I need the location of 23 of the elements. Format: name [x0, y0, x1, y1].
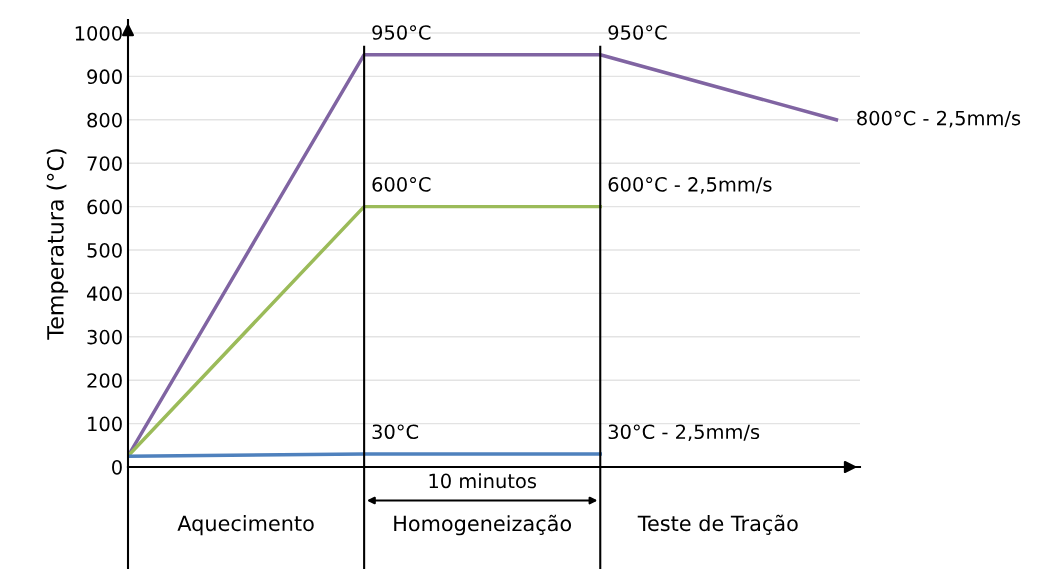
data-label: 950°C — [608, 25, 667, 40]
data-label: 600°C — [372, 177, 431, 192]
y-tick-label: 300 — [87, 329, 122, 345]
data-label: 800°C - 2,5mm/s — [857, 110, 1021, 128]
data-label: 30°C - 2,5mm/s — [608, 424, 760, 442]
y-tick-label: 800 — [87, 112, 122, 128]
y-tick-label: 600 — [87, 199, 122, 215]
y-tick-label: 500 — [87, 242, 122, 258]
data-label: 30°C — [372, 424, 419, 440]
y-tick-label: 700 — [87, 156, 122, 171]
y-axis-title: Temperatura (°C) — [46, 149, 69, 340]
data-label: 950°C — [372, 25, 431, 40]
text: Teste de Tração — [637, 514, 798, 535]
text: Homogeneização — [394, 514, 572, 536]
y-tick-label: 200 — [87, 373, 122, 388]
y-tick-label: 1000 — [75, 25, 122, 41]
y-tick-label: 900 — [87, 69, 122, 85]
y-tick-label: 400 — [86, 286, 122, 302]
data-label: 600°C - 2,5mm/s — [608, 177, 772, 194]
y-tick-label: 100 — [88, 416, 122, 432]
text: Aquecimento — [177, 515, 314, 536]
y-tick-label: 0 — [112, 459, 122, 475]
text: 10 minutos — [429, 473, 537, 489]
